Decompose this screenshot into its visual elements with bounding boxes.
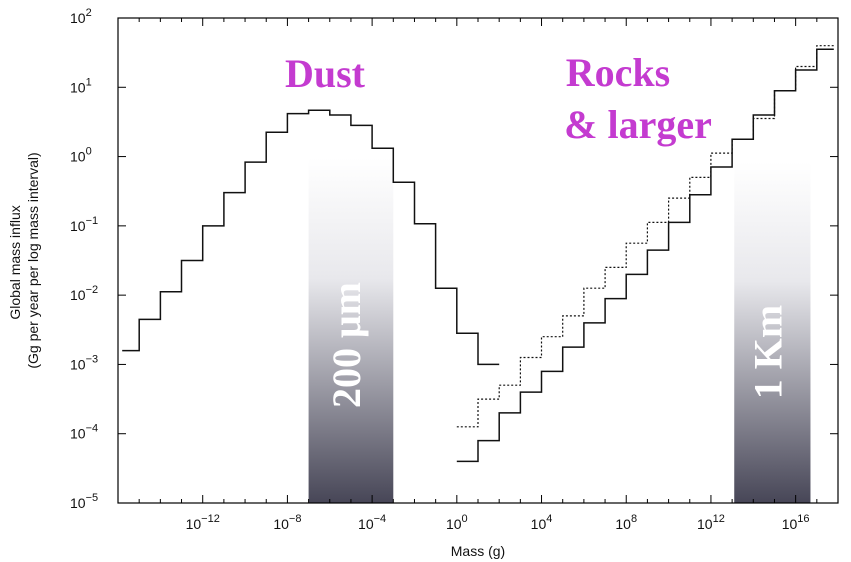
series-layer (122, 45, 834, 463)
y-tick-label: 10−3 (70, 353, 98, 372)
annotation-dust: Dust (285, 51, 366, 96)
plot-frame (117, 17, 839, 504)
y-tick-label: 100 (70, 146, 92, 165)
series-dotted-2 (456, 45, 834, 428)
x-tick-label: 100 (446, 513, 468, 532)
band-label-0: 200 μm (324, 282, 369, 408)
y-axis-title-line-2: (Gg per year per log mass interval) (25, 152, 41, 368)
x-tick-label: 10−12 (186, 513, 220, 532)
annotation-rocks-line-2: & larger (564, 102, 712, 147)
series-solid-0 (122, 109, 500, 366)
y-tick-label: 102 (70, 7, 92, 26)
y-tick-label: 101 (70, 76, 92, 95)
x-tick-label: 10−4 (358, 513, 386, 532)
annotation-rocks-line-1: Rocks (566, 50, 670, 95)
y-axis-title-line-1: Global mass influx (7, 205, 23, 319)
y-tick-label: 10−2 (70, 284, 98, 303)
band-label-1: 1 Km (746, 305, 791, 399)
size-bands: 200 μm 1 Km (308, 158, 811, 503)
x-tick-label: 1016 (782, 513, 810, 532)
size-band-1 (734, 162, 811, 503)
x-tick-label: 104 (531, 513, 553, 532)
y-tick-label: 10−1 (70, 215, 98, 234)
x-tick-label: 108 (615, 513, 637, 532)
axis-ticks (117, 17, 839, 504)
y-tick-label: 10−4 (70, 423, 98, 442)
size-band-0 (308, 158, 394, 503)
x-tick-label: 1012 (697, 513, 725, 532)
x-axis-title: Mass (g) (451, 543, 505, 559)
x-tick-label: 10−8 (273, 513, 301, 532)
annotations: Dust Rocks & larger (285, 50, 712, 147)
y-tick-label: 10−5 (70, 492, 98, 511)
y-axis-title: Global mass influx (Gg per year per log … (7, 152, 41, 368)
